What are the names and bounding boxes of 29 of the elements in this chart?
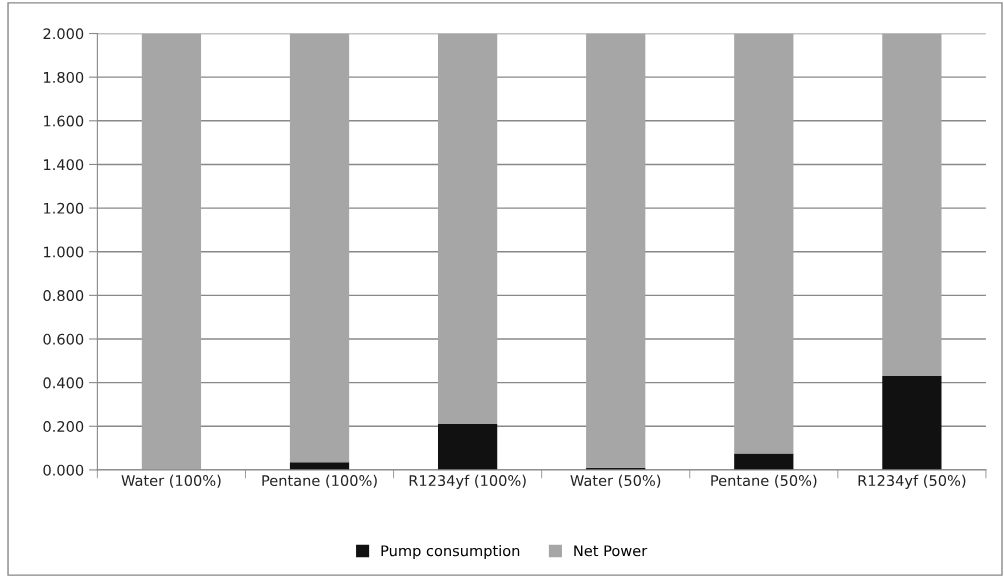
legend-label: Pump consumption	[381, 544, 520, 560]
y-tick-label: 1.600	[44, 115, 84, 127]
bar	[882, 33, 942, 377]
y-tick-label: 2.000	[43, 28, 84, 40]
bar	[289, 462, 350, 470]
y-tick-label: 1.200	[44, 202, 84, 214]
y-tick-label: 1.800	[44, 71, 84, 83]
x-tick-label: Pentane (100%)	[262, 474, 377, 488]
bar	[734, 453, 794, 470]
legend-label: Net Power	[574, 545, 648, 557]
y-tick-label: 0.400	[43, 377, 84, 389]
y-tick-label: 1.400	[44, 159, 84, 171]
x-tick-label: R1234yf (100%)	[409, 474, 526, 489]
y-tick-label: 0.800	[43, 290, 84, 302]
bar	[437, 33, 498, 425]
bar	[882, 376, 942, 470]
bar	[586, 33, 646, 468]
y-tick-label: 0.200	[43, 420, 84, 433]
y-tick-label: 0.000	[43, 464, 84, 476]
bar	[289, 33, 350, 463]
x-tick-label: Pentane (50%)	[711, 474, 817, 488]
x-tick-label: R1234yf (50%)	[858, 474, 966, 489]
y-tick-label: 0.600	[43, 333, 84, 345]
bar	[141, 33, 202, 470]
x-tick-label: Water (100%)	[121, 474, 221, 488]
y-tick-label: 1.000	[44, 246, 84, 258]
bar	[437, 424, 498, 470]
x-tick-label: Water (50%)	[570, 474, 661, 488]
bar	[734, 33, 794, 454]
